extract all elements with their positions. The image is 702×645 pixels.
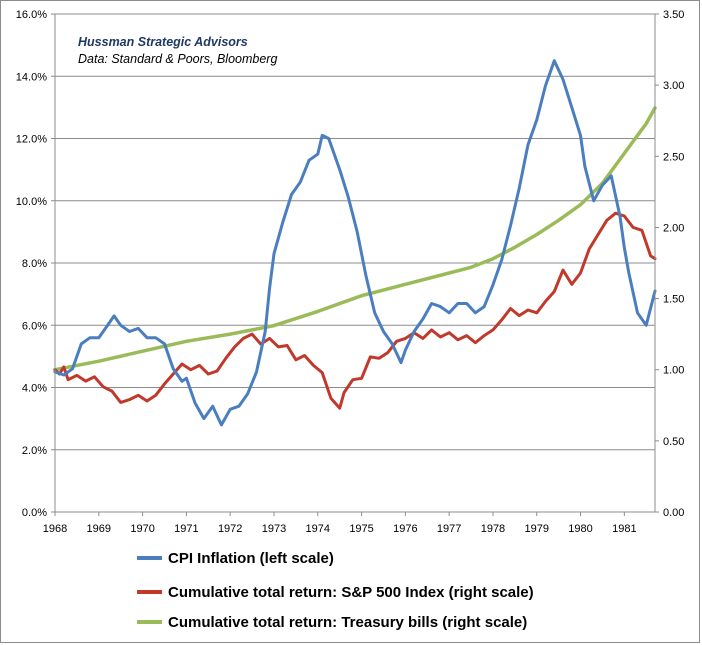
left-tick-label: 14.0% [16, 71, 47, 83]
legend-label-cpi: CPI Inflation (left scale) [168, 550, 334, 567]
x-tick-label: 1971 [174, 523, 198, 535]
left-tick-label: 6.0% [22, 320, 47, 332]
source-annotation: Hussman Strategic Advisors Data: Standar… [78, 35, 277, 66]
gridlines [55, 13, 655, 451]
x-axis-tick-labels: 1968 1969 1970 1971 1972 1973 1974 1975 1976 1977… [43, 523, 637, 535]
left-tick-label: 10.0% [16, 196, 47, 208]
series-line-sp500 [53, 211, 657, 410]
series-line-tbills [53, 106, 657, 372]
x-tick-label: 1979 [525, 523, 549, 535]
right-axis-tick-labels: 0.00 0.50 1.00 1.50 2.00 2.50 3.00 3.50 [663, 9, 684, 519]
right-tick-label: 2.00 [663, 222, 684, 234]
annotation-source: Data: Standard & Poors, Bloomberg [78, 52, 277, 66]
series-line-cpi [53, 59, 657, 427]
right-tick-label: 2.50 [663, 151, 684, 163]
left-tick-label: 12.0% [16, 134, 47, 146]
right-tick-label: 3.50 [663, 9, 684, 21]
axes [51, 13, 659, 516]
legend-label-sp500: Cumulative total return: S&P 500 Index (… [168, 584, 534, 601]
left-tick-label: 8.0% [22, 258, 47, 270]
x-tick-label: 1973 [262, 523, 286, 535]
x-tick-label: 1975 [349, 523, 373, 535]
left-axis-tick-labels: 0.0% 2.0% 4.0% 6.0% 8.0% 10.0% 12.0% 14.0% 16.0% [16, 9, 47, 519]
left-tick-label: 2.0% [22, 445, 47, 457]
x-tick-label: 1981 [612, 523, 636, 535]
right-tick-label: 3.00 [663, 80, 684, 92]
x-tick-label: 1977 [437, 523, 461, 535]
legend: CPI Inflation (left scale) Cumulative to… [137, 550, 534, 631]
right-tick-label: 1.00 [663, 365, 684, 377]
x-tick-label: 1972 [218, 523, 242, 535]
legend-label-tbills: Cumulative total return: Treasury bills … [168, 614, 527, 631]
x-tick-label: 1970 [130, 523, 154, 535]
left-tick-label: 16.0% [16, 9, 47, 21]
x-tick-label: 1976 [393, 523, 417, 535]
left-tick-label: 0.0% [22, 507, 47, 519]
x-tick-label: 1974 [306, 523, 330, 535]
series-lines [53, 59, 657, 427]
x-tick-label: 1969 [87, 523, 111, 535]
x-tick-label: 1978 [481, 523, 505, 535]
left-tick-label: 4.0% [22, 383, 47, 395]
right-tick-label: 0.00 [663, 507, 684, 519]
x-tick-label: 1980 [568, 523, 592, 535]
annotation-firm: Hussman Strategic Advisors [78, 35, 248, 49]
x-tick-label: 1968 [43, 523, 67, 535]
right-tick-label: 0.50 [663, 436, 684, 448]
right-tick-label: 1.50 [663, 294, 684, 306]
